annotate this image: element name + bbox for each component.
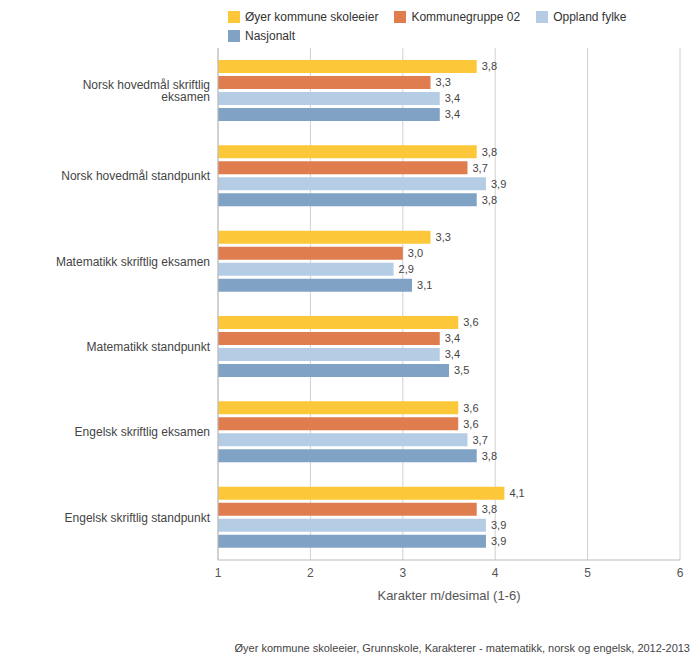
- svg-text:3,7: 3,7: [472, 162, 487, 174]
- svg-text:2,9: 2,9: [399, 263, 414, 275]
- svg-text:4: 4: [492, 566, 499, 580]
- svg-text:3,4: 3,4: [445, 348, 460, 360]
- svg-text:5: 5: [584, 566, 591, 580]
- svg-text:3,8: 3,8: [482, 450, 497, 462]
- html-text:Oppland fylke: Oppland fylke: [553, 9, 627, 24]
- svg-text:Matematikk skriftlig eksamen: Matematikk skriftlig eksamen: [56, 255, 210, 269]
- html-text:Kommunegruppe 02: Kommunegruppe 02: [411, 9, 521, 24]
- svg-text:3,6: 3,6: [463, 418, 478, 430]
- svg-text:Norsk hovedmål standpunkt: Norsk hovedmål standpunkt: [61, 169, 210, 183]
- svg-text:3,3: 3,3: [436, 76, 451, 88]
- svg-text:3,1: 3,1: [417, 279, 432, 291]
- svg-text:3,4: 3,4: [445, 108, 460, 120]
- html-text:Nasjonalt: Nasjonalt: [245, 28, 295, 43]
- svg-text:1: 1: [215, 566, 222, 580]
- svg-text:3,4: 3,4: [445, 332, 460, 344]
- svg-text:6: 6: [677, 566, 684, 580]
- svg-text:Engelsk skriftlig eksamen: Engelsk skriftlig eksamen: [75, 425, 210, 439]
- svg-text:4,1: 4,1: [509, 487, 524, 499]
- svg-text:Engelsk skriftlig standpunkt: Engelsk skriftlig standpunkt: [65, 511, 211, 525]
- svg-text:3,8: 3,8: [482, 503, 497, 515]
- svg-text:Norsk hovedmål skriftligeksame: Norsk hovedmål skriftligeksamen: [83, 78, 210, 104]
- svg-text:Karakter m/desimal (1-6): Karakter m/desimal (1-6): [377, 588, 520, 603]
- svg-text:2: 2: [307, 566, 314, 580]
- svg-text:3,9: 3,9: [491, 519, 506, 531]
- svg-text:3,5: 3,5: [454, 364, 469, 376]
- svg-text:3,9: 3,9: [491, 178, 506, 190]
- svg-text:3: 3: [399, 566, 406, 580]
- svg-text:Matematikk standpunkt: Matematikk standpunkt: [87, 340, 211, 354]
- svg-text:3,8: 3,8: [482, 60, 497, 72]
- svg-text:3,8: 3,8: [482, 194, 497, 206]
- svg-text:3,7: 3,7: [472, 434, 487, 446]
- svg-text:3,6: 3,6: [463, 316, 478, 328]
- html-text:Øyer kommune skoleeier: Øyer kommune skoleeier: [245, 9, 379, 24]
- svg-text:3,9: 3,9: [491, 535, 506, 547]
- svg-text:3,6: 3,6: [463, 402, 478, 414]
- svg-text:3,0: 3,0: [408, 247, 423, 259]
- html-text:Øyer kommune skoleeier, Grunns: Øyer kommune skoleeier, Grunnskole, Kara…: [234, 642, 690, 654]
- svg-text:3,4: 3,4: [445, 92, 460, 104]
- svg-text:3,8: 3,8: [482, 146, 497, 158]
- svg-text:3,3: 3,3: [436, 231, 451, 243]
